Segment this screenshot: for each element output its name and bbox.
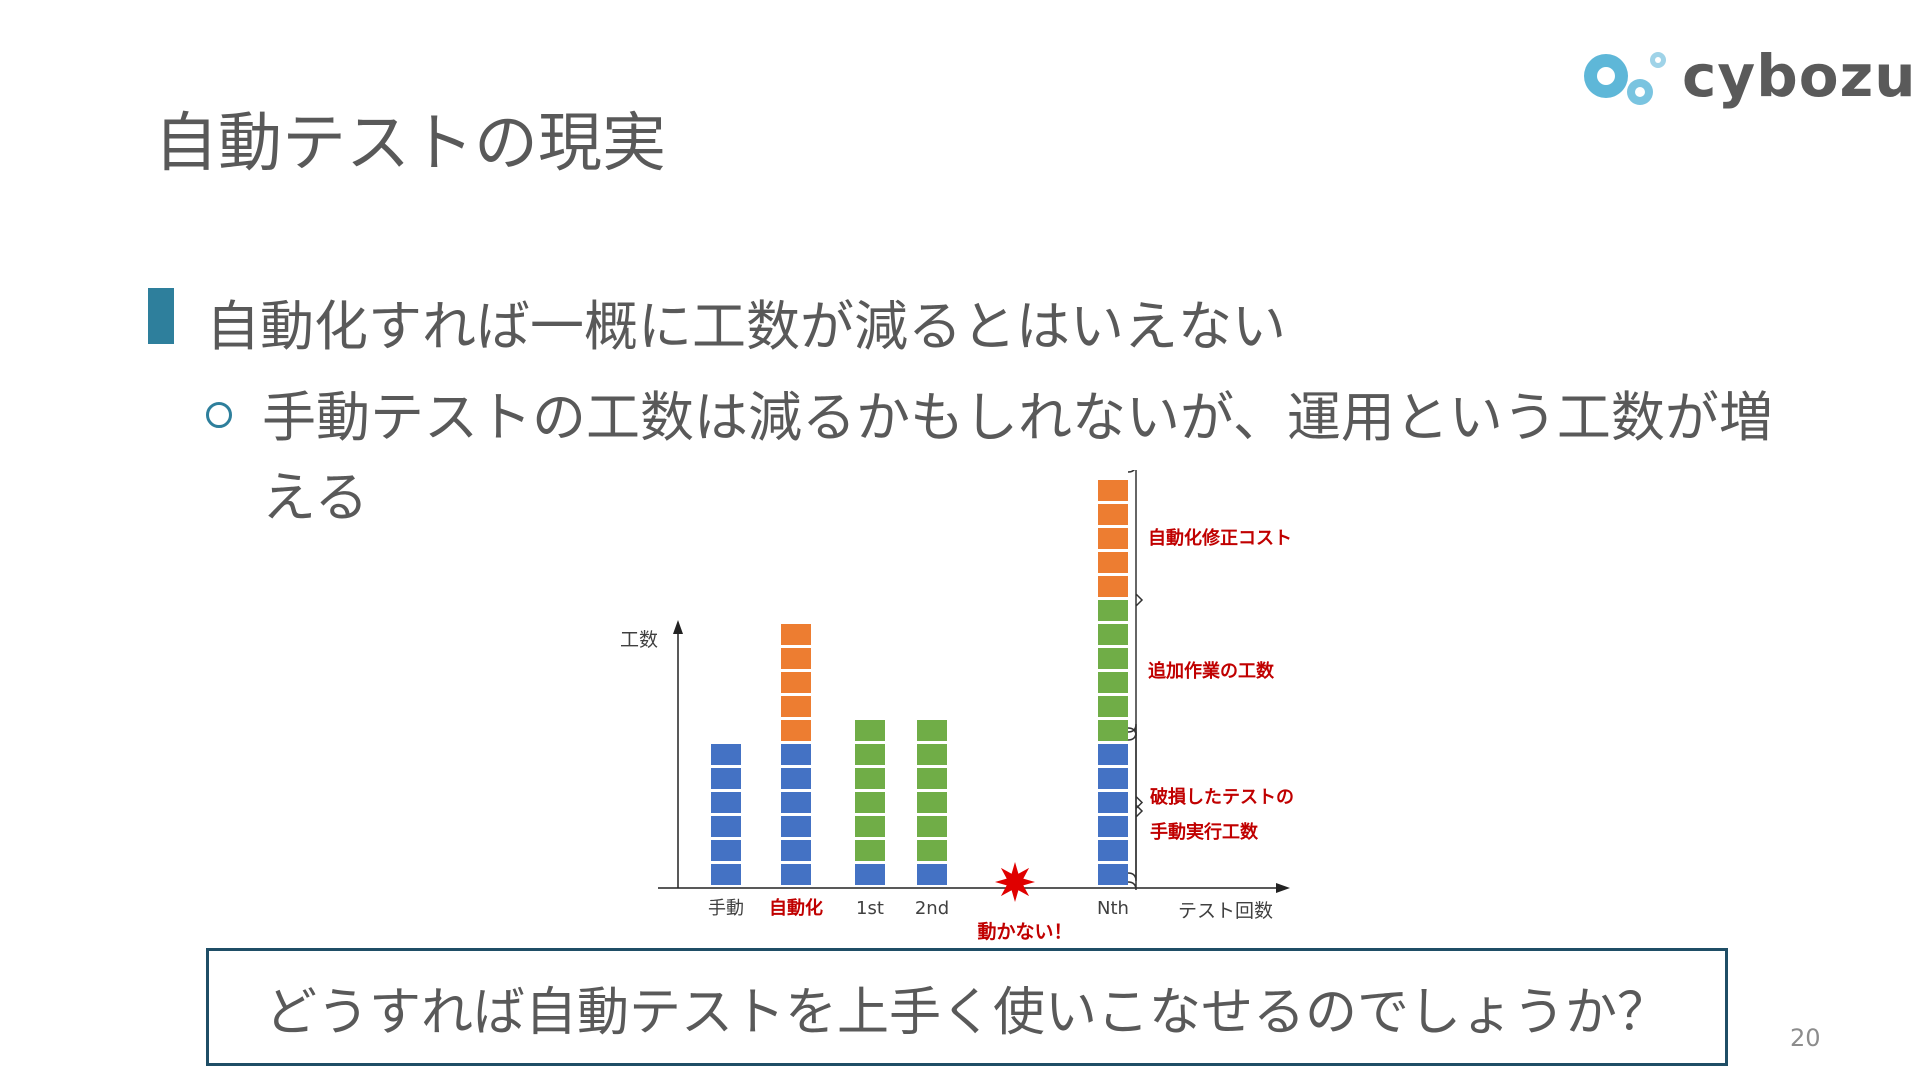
bar-segment — [855, 792, 885, 813]
bar-segment — [1098, 480, 1128, 501]
x-tick-label: 2nd — [915, 898, 949, 919]
failure-label: 動かない！ — [977, 921, 1072, 943]
logo-mark-icon — [1584, 52, 1666, 105]
bar-segment — [711, 792, 741, 813]
bar-segment — [917, 768, 947, 789]
bar-segment — [711, 864, 741, 885]
callout-text: どうすれば自動テストを上手く使いこなせるのでしょうか？ — [264, 982, 1669, 1043]
bar-segment — [1098, 600, 1128, 621]
bar-segment — [1098, 840, 1128, 861]
bracket-orange — [1127, 470, 1144, 737]
y-axis-arrow-icon — [673, 620, 683, 634]
bar-segment — [1098, 720, 1128, 741]
bar-segment — [781, 720, 811, 741]
bullet-marker — [148, 288, 174, 344]
bar-segment — [1098, 744, 1128, 765]
bracket-green — [1127, 723, 1144, 882]
bar-segment — [781, 816, 811, 837]
x-tick-label: 自動化 — [769, 897, 823, 919]
x-tick-label: 1st — [856, 898, 884, 919]
y-axis-label: 工数 — [620, 629, 658, 651]
bullet-text: 自動化すれば一概に工数が減るとはいえない — [206, 295, 1286, 358]
x-axis-arrow-icon — [1276, 883, 1290, 893]
bar-segment — [781, 768, 811, 789]
bar-segment — [1098, 672, 1128, 693]
bar-segment — [917, 744, 947, 765]
bar-segment — [1098, 864, 1128, 885]
bar-segment — [711, 840, 741, 861]
bar-segment — [1098, 768, 1128, 789]
bar-segment — [855, 864, 885, 885]
bar-segment — [1098, 816, 1128, 837]
bar-segment — [917, 720, 947, 741]
bar-segment — [1098, 792, 1128, 813]
bar-segment — [781, 864, 811, 885]
bar-segment — [781, 840, 811, 861]
bar-segment — [855, 840, 885, 861]
bar-segment — [1098, 648, 1128, 669]
bar-segment — [855, 816, 885, 837]
cybozu-logo: cybozu — [1576, 40, 1916, 120]
logo-text: cybozu — [1682, 42, 1917, 110]
bar-segment — [917, 816, 947, 837]
x-axis-label: テスト回数 — [1178, 900, 1273, 922]
bar-segment — [855, 768, 885, 789]
bracket-blue — [1127, 731, 1144, 891]
failure-burst-icon — [995, 862, 1035, 902]
bracket-label: 破損したテストの — [1150, 786, 1294, 808]
bar-segment — [1098, 624, 1128, 645]
bar-segment — [711, 768, 741, 789]
bar-segment — [781, 672, 811, 693]
bar-segment — [781, 624, 811, 645]
bar-segment — [855, 744, 885, 765]
bar-segment — [781, 696, 811, 717]
page-number: 20 — [1790, 1024, 1821, 1052]
bar-segment — [1098, 696, 1128, 717]
bar-segment — [917, 792, 947, 813]
callout-box: どうすれば自動テストを上手く使いこなせるのでしょうか？ — [206, 948, 1728, 1066]
x-tick-label: Nth — [1097, 898, 1129, 919]
bar-segment — [711, 816, 741, 837]
bar-segment — [917, 840, 947, 861]
slide-title: 自動テストの現実 — [154, 107, 666, 181]
bracket-label: 自動化修正コスト — [1148, 527, 1292, 549]
bar-segment — [781, 792, 811, 813]
sub-bullet-text: 手動テストの工数は減るかもしれないが、運用という工数が増える — [262, 386, 1773, 529]
bar-segment — [1098, 528, 1128, 549]
bracket-label: 追加作業の工数 — [1148, 660, 1275, 682]
bar-segment — [781, 744, 811, 765]
bar-segment — [711, 744, 741, 765]
bar-segment — [917, 864, 947, 885]
bar-segment — [855, 720, 885, 741]
bracket-label: 手動実行工数 — [1150, 821, 1259, 843]
x-tick-label: 手動 — [708, 898, 744, 919]
bar-segment — [1098, 504, 1128, 525]
bar-segment — [1098, 552, 1128, 573]
sub-bullet-circle-icon — [206, 402, 232, 428]
bar-segment — [781, 648, 811, 669]
bar-segment — [1098, 576, 1128, 597]
